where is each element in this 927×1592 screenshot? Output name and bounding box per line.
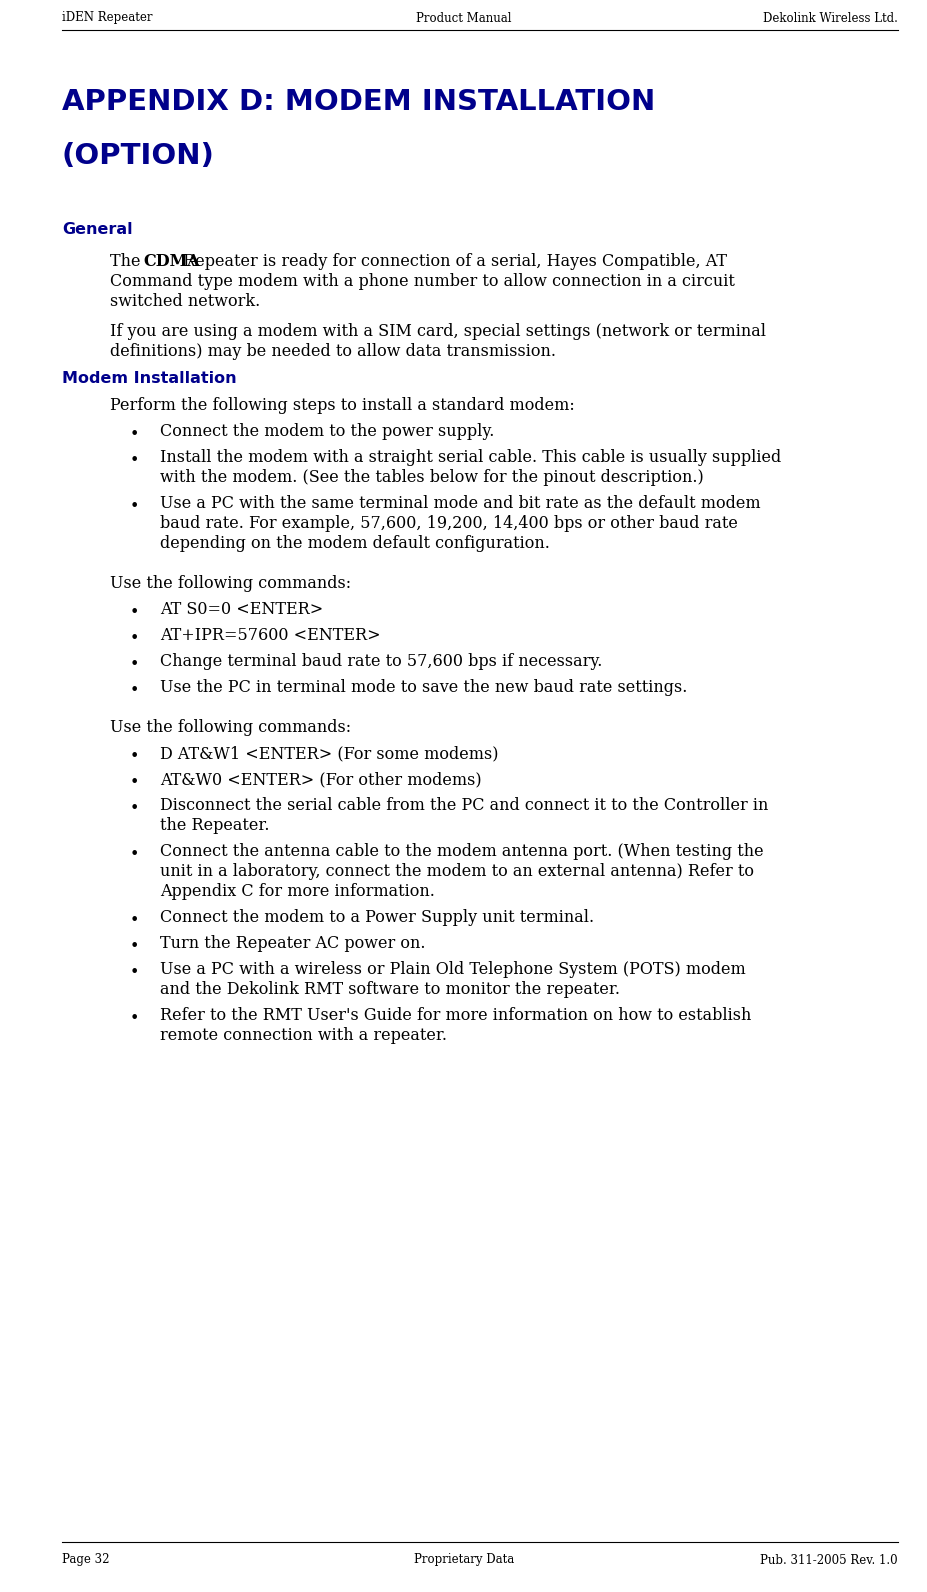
- Text: switched network.: switched network.: [110, 293, 260, 310]
- Text: •: •: [130, 845, 139, 863]
- Text: General: General: [62, 221, 133, 237]
- Text: Disconnect the serial cable from the PC and connect it to the Controller in: Disconnect the serial cable from the PC …: [159, 798, 768, 814]
- Text: •: •: [130, 965, 139, 981]
- Text: Page 32: Page 32: [62, 1554, 109, 1567]
- Text: depending on the modem default configuration.: depending on the modem default configura…: [159, 535, 550, 552]
- Text: •: •: [130, 748, 139, 766]
- Text: (OPTION): (OPTION): [62, 142, 215, 170]
- Text: •: •: [130, 801, 139, 817]
- Text: Use the following commands:: Use the following commands:: [110, 720, 350, 736]
- Text: •: •: [130, 774, 139, 791]
- Text: Change terminal baud rate to 57,600 bps if necessary.: Change terminal baud rate to 57,600 bps …: [159, 653, 602, 670]
- Text: unit in a laboratory, connect the modem to an external antenna) Refer to: unit in a laboratory, connect the modem …: [159, 863, 754, 880]
- Text: Product Manual: Product Manual: [416, 11, 511, 24]
- Text: remote connection with a repeater.: remote connection with a repeater.: [159, 1027, 447, 1044]
- Text: Connect the modem to the power supply.: Connect the modem to the power supply.: [159, 423, 494, 439]
- Text: and the Dekolink RMT software to monitor the repeater.: and the Dekolink RMT software to monitor…: [159, 981, 619, 998]
- Text: •: •: [130, 498, 139, 514]
- Text: Dekolink Wireless Ltd.: Dekolink Wireless Ltd.: [762, 11, 897, 24]
- Text: Modem Installation: Modem Installation: [62, 371, 236, 385]
- Text: Use the following commands:: Use the following commands:: [110, 575, 350, 592]
- Text: The: The: [110, 253, 146, 271]
- Text: If you are using a modem with a SIM card, special settings (network or terminal: If you are using a modem with a SIM card…: [110, 323, 765, 341]
- Text: Perform the following steps to install a standard modem:: Perform the following steps to install a…: [110, 396, 574, 414]
- Text: AT S0=0 <ENTER>: AT S0=0 <ENTER>: [159, 602, 323, 618]
- Text: Pub. 311-2005 Rev. 1.0: Pub. 311-2005 Rev. 1.0: [759, 1554, 897, 1567]
- Text: D AT&W1 <ENTER> (For some modems): D AT&W1 <ENTER> (For some modems): [159, 745, 498, 763]
- Text: Turn the Repeater AC power on.: Turn the Repeater AC power on.: [159, 935, 425, 952]
- Text: Use the PC in terminal mode to save the new baud rate settings.: Use the PC in terminal mode to save the …: [159, 680, 687, 696]
- Text: •: •: [130, 603, 139, 621]
- Text: Connect the antenna cable to the modem antenna port. (When testing the: Connect the antenna cable to the modem a…: [159, 844, 763, 860]
- Text: the Repeater.: the Repeater.: [159, 817, 269, 834]
- Text: •: •: [130, 452, 139, 470]
- Text: •: •: [130, 938, 139, 955]
- Text: Install the modem with a straight serial cable. This cable is usually supplied: Install the modem with a straight serial…: [159, 449, 781, 466]
- Text: iDEN Repeater: iDEN Repeater: [62, 11, 152, 24]
- Text: •: •: [130, 656, 139, 673]
- Text: AT+IPR=57600 <ENTER>: AT+IPR=57600 <ENTER>: [159, 627, 380, 645]
- Text: CDMA: CDMA: [143, 253, 199, 271]
- Text: •: •: [130, 681, 139, 699]
- Text: Repeater is ready for connection of a serial, Hayes Compatible, AT: Repeater is ready for connection of a se…: [178, 253, 727, 271]
- Text: •: •: [130, 630, 139, 646]
- Text: Appendix C for more information.: Appendix C for more information.: [159, 884, 435, 899]
- Text: Use a PC with a wireless or Plain Old Telephone System (POTS) modem: Use a PC with a wireless or Plain Old Te…: [159, 962, 745, 977]
- Text: Proprietary Data: Proprietary Data: [413, 1554, 514, 1567]
- Text: Use a PC with the same terminal mode and bit rate as the default modem: Use a PC with the same terminal mode and…: [159, 495, 760, 513]
- Text: with the modem. (See the tables below for the pinout description.): with the modem. (See the tables below fo…: [159, 470, 703, 486]
- Text: Command type modem with a phone number to allow connection in a circuit: Command type modem with a phone number t…: [110, 272, 734, 290]
- Text: baud rate. For example, 57,600, 19,200, 14,400 bps or other baud rate: baud rate. For example, 57,600, 19,200, …: [159, 514, 737, 532]
- Text: APPENDIX D: MODEM INSTALLATION: APPENDIX D: MODEM INSTALLATION: [62, 88, 654, 116]
- Text: definitions) may be needed to allow data transmission.: definitions) may be needed to allow data…: [110, 342, 555, 360]
- Text: Refer to the RMT User's Guide for more information on how to establish: Refer to the RMT User's Guide for more i…: [159, 1008, 751, 1024]
- Text: AT&W0 <ENTER> (For other modems): AT&W0 <ENTER> (For other modems): [159, 771, 481, 788]
- Text: •: •: [130, 1009, 139, 1027]
- Text: •: •: [130, 427, 139, 443]
- Text: •: •: [130, 912, 139, 930]
- Text: Connect the modem to a Power Supply unit terminal.: Connect the modem to a Power Supply unit…: [159, 909, 593, 927]
